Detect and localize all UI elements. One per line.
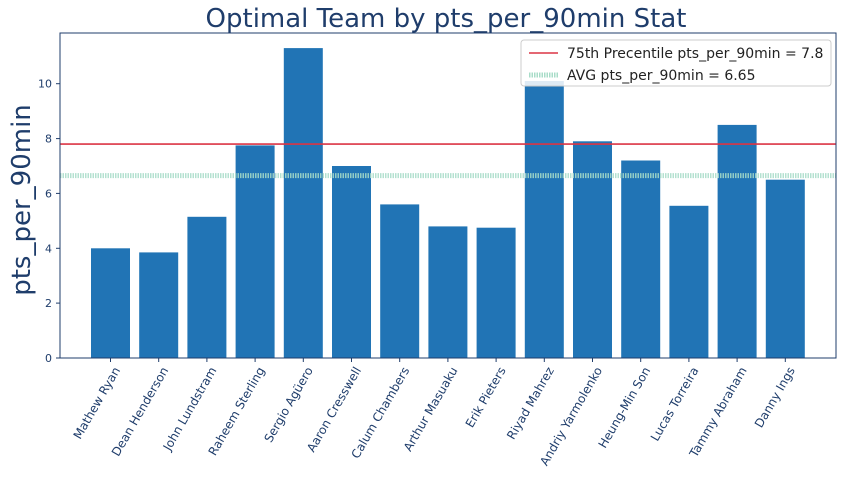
x-tick-label-0: Mathew Ryan xyxy=(71,365,124,442)
bar-14 xyxy=(765,179,805,358)
bar-9 xyxy=(524,81,564,358)
y-axis-label: pts_per_90min xyxy=(7,104,37,296)
bar-7 xyxy=(428,226,468,358)
legend-label-1: AVG pts_per_90min = 6.65 xyxy=(567,68,756,84)
bar-0 xyxy=(91,248,130,358)
x-tick-label-11: Heung-Min Son xyxy=(596,365,654,451)
y-tick-label-5: 10 xyxy=(38,78,52,91)
x-tick-label-2: John Lundstram xyxy=(160,365,220,454)
bar-1 xyxy=(139,252,179,358)
y-tick-label-4: 8 xyxy=(45,133,52,146)
x-tick-label-4: Sergio Agüero xyxy=(261,365,315,445)
bar-8 xyxy=(476,227,516,358)
y-tick-label-0: 0 xyxy=(45,352,52,365)
bar-13 xyxy=(717,124,757,359)
legend-box xyxy=(520,39,832,87)
x-tick-label-7: Arthur Masuaku xyxy=(401,365,461,454)
x-tick-label-14: Danny Ings xyxy=(752,365,798,431)
bar-2 xyxy=(187,216,227,358)
bar-6 xyxy=(380,204,420,358)
chart-title: Optimal Team by pts_per_90min Stat xyxy=(206,4,687,34)
y-tick-label-3: 6 xyxy=(45,187,52,200)
y-tick-label-2: 4 xyxy=(45,242,52,255)
x-tick-label-12: Lucas Torreira xyxy=(648,365,702,444)
bar-3 xyxy=(235,145,275,358)
bar-12 xyxy=(669,205,709,358)
bar-4 xyxy=(283,48,323,358)
bar-11 xyxy=(621,160,661,358)
x-tick-label-8: Erik Pieters xyxy=(463,364,509,430)
legend-label-0: 75th Precentile pts_per_90min = 7.8 xyxy=(567,46,823,62)
y-tick-label-1: 2 xyxy=(45,297,52,310)
legend: 75th Precentile pts_per_90min = 7.8 AVG p… xyxy=(520,39,832,87)
x-tick-label-9: Riyad Mahrez xyxy=(504,365,557,442)
bar-5 xyxy=(332,166,371,358)
